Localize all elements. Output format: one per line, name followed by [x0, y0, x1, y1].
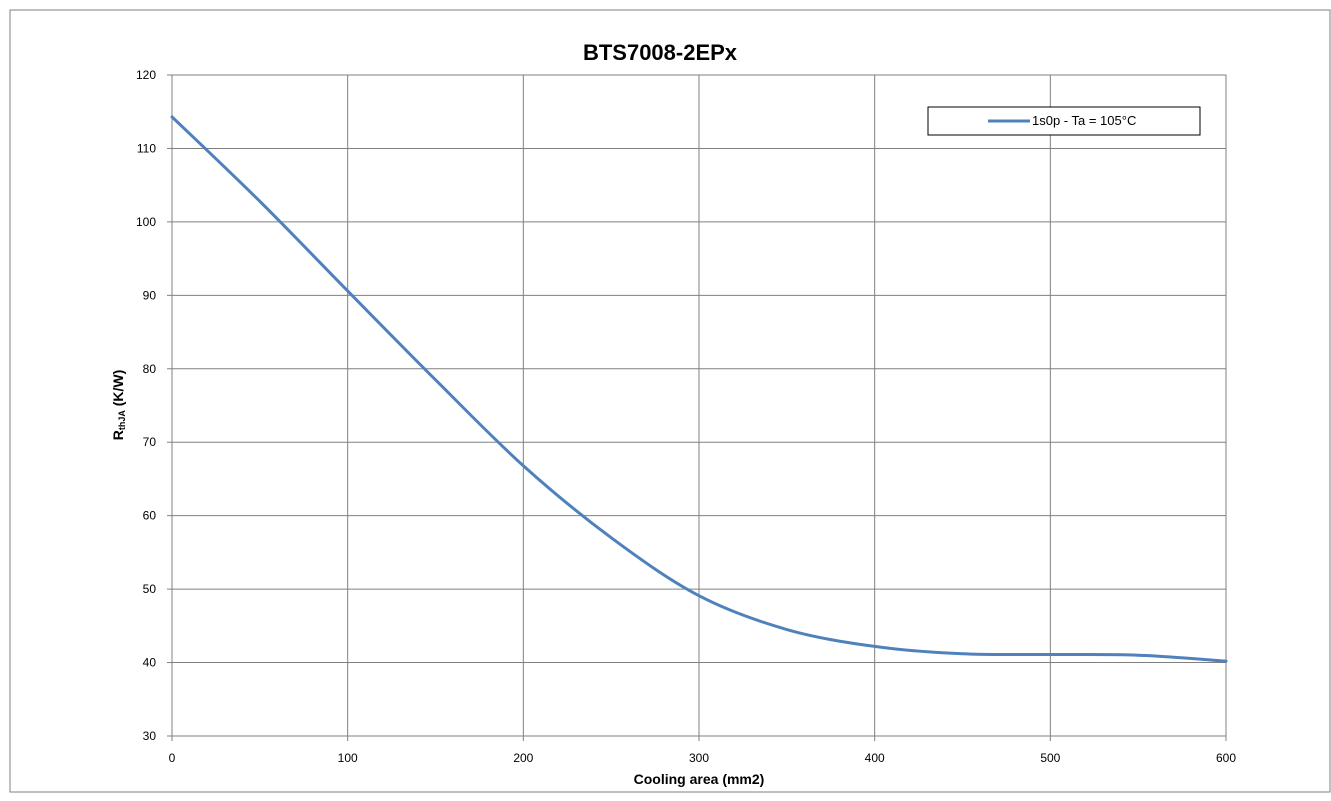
y-axis-label-unit: (K/W)	[110, 370, 126, 410]
y-tick-label: 80	[143, 362, 157, 376]
y-tick-label: 60	[143, 509, 157, 523]
x-tick-label: 200	[513, 751, 533, 765]
y-axis-label: RthJA (K/W)	[110, 370, 127, 441]
y-tick-label: 120	[136, 68, 156, 82]
legend-label: 1s0p - Ta = 105°C	[1032, 113, 1136, 128]
y-axis-label-sub: thJA	[117, 410, 127, 431]
plot-area	[171, 74, 1227, 737]
y-tick-label: 40	[143, 656, 157, 670]
tick-labels: 30 40 50 60 70 80 90 100 110 120 0 100 200 300 400 500 6…	[136, 68, 1236, 765]
y-tick-label: 50	[143, 582, 157, 596]
x-tick-label: 100	[338, 751, 358, 765]
y-tick-label: 100	[136, 215, 156, 229]
series-line-0	[170, 115, 1228, 663]
y-tick-label: 110	[137, 141, 156, 155]
x-tick-label: 600	[1216, 751, 1236, 765]
x-tick-label: 400	[865, 751, 885, 765]
x-tick-label: 0	[169, 751, 176, 765]
legend: 1s0p - Ta = 105°C	[927, 106, 1201, 136]
x-tick-label: 300	[689, 751, 709, 765]
y-axis-label-main: R	[110, 430, 126, 440]
y-tick-label: 30	[143, 729, 157, 743]
x-tick-label: 500	[1040, 751, 1060, 765]
series-lines	[170, 115, 1228, 663]
legend-box	[927, 106, 1201, 136]
y-tick-label: 70	[143, 435, 157, 449]
chart-border	[9, 9, 1331, 793]
x-axis-label: Cooling area (mm2)	[634, 771, 765, 787]
chart-title: BTS7008-2EPx	[583, 40, 738, 65]
y-tick-label: 90	[143, 288, 157, 302]
